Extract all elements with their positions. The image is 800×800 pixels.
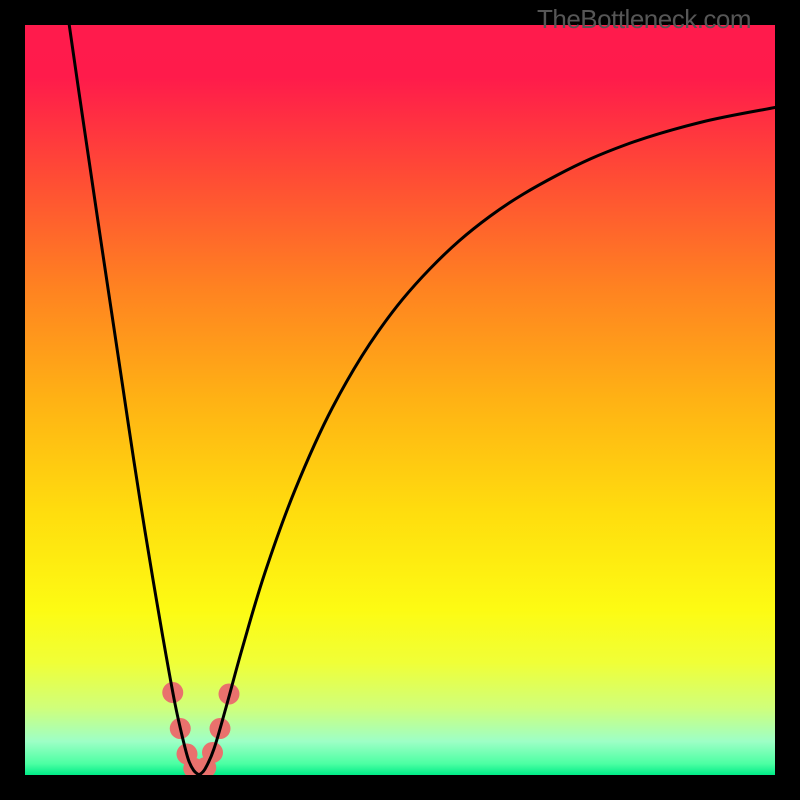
- plot-area: [25, 25, 775, 775]
- chart-background: [25, 25, 775, 775]
- watermark-text: TheBottleneck.com: [537, 4, 751, 35]
- bottleneck-curve-chart: [25, 25, 775, 775]
